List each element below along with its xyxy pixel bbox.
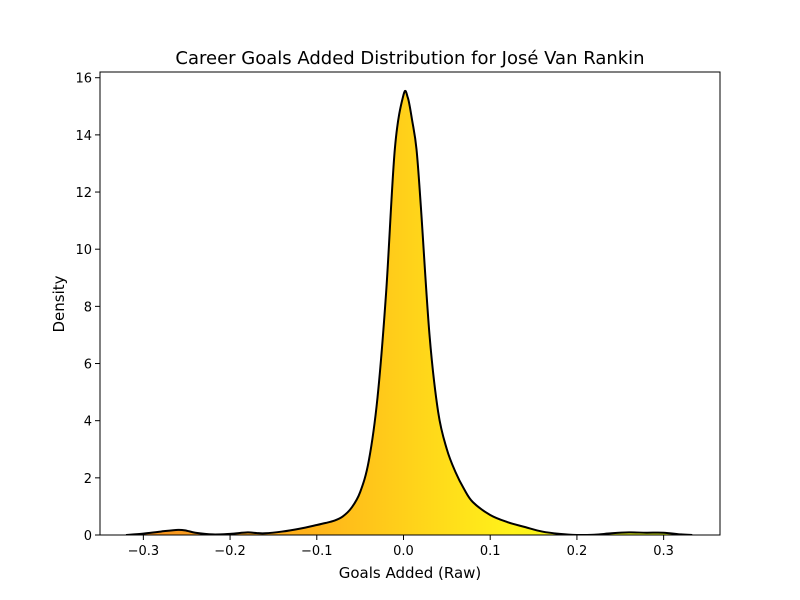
y-axis-label: Density [50, 275, 68, 332]
x-tick-label: −0.2 [214, 544, 246, 559]
y-tick-label: 16 [75, 72, 92, 87]
y-tick-label: 12 [75, 186, 92, 201]
density-area-fill [126, 90, 693, 535]
y-axis-ticks: 0 2 4 6 8 10 12 14 16 [75, 72, 100, 544]
y-tick-label: 10 [75, 243, 92, 258]
plot-frame [99, 71, 721, 536]
x-tick-label: −0.3 [128, 544, 160, 559]
x-axis-label: Goals Added (Raw) [339, 564, 482, 582]
y-tick-label: 8 [84, 300, 92, 315]
chart-title: Career Goals Added Distribution for José… [175, 48, 644, 69]
x-tick-label: 0.2 [567, 544, 588, 559]
x-tick-label: 0.0 [393, 544, 414, 559]
x-tick-label: 0.3 [653, 544, 674, 559]
y-tick-label: 0 [84, 529, 92, 544]
y-tick-label: 2 [84, 472, 92, 487]
y-tick-label: 4 [84, 415, 92, 430]
density-curve-line [125, 89, 693, 535]
y-tick-label: 6 [84, 358, 92, 373]
x-axis-ticks: −0.3 −0.2 −0.1 0.0 0.1 0.2 0.3 [128, 535, 674, 559]
x-tick-label: −0.1 [301, 544, 333, 559]
x-tick-label: 0.1 [480, 544, 501, 559]
y-tick-label: 14 [75, 129, 92, 144]
